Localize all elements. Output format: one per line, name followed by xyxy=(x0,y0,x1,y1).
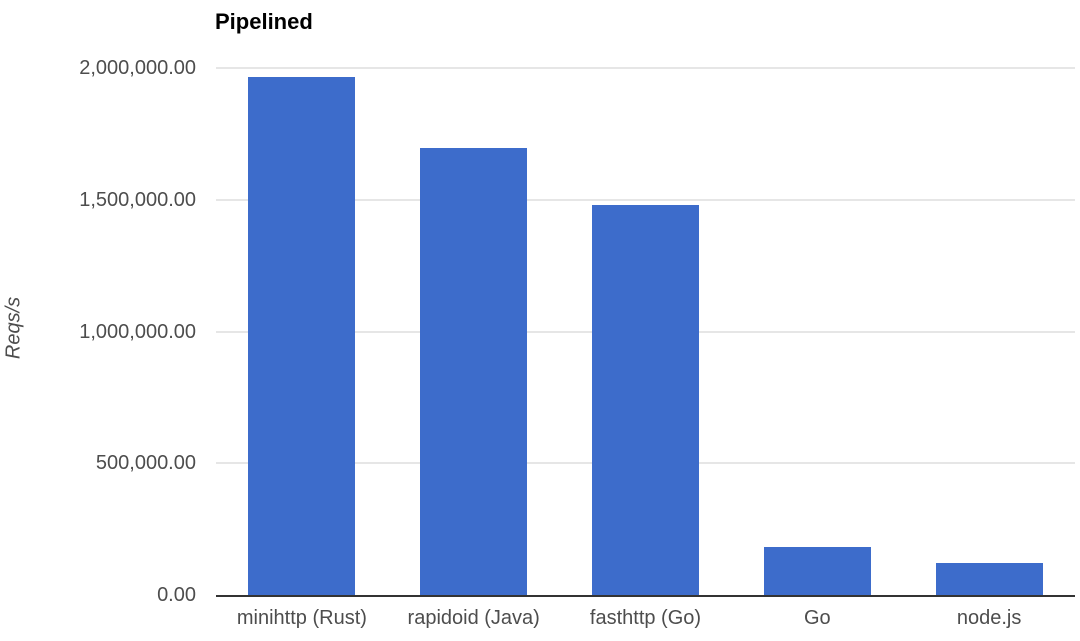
y-tick-label: 0.00 xyxy=(157,584,196,606)
y-tick-label: 500,000.00 xyxy=(95,452,196,475)
bar-node-js xyxy=(935,562,1043,595)
bar-rapidoid-java xyxy=(420,148,528,595)
gridline xyxy=(216,67,1075,69)
y-tick-label: 1,500,000.00 xyxy=(79,188,196,211)
x-category-label-rapidoid-java: rapidoid (Java) xyxy=(407,607,540,629)
plot-area xyxy=(216,67,1075,597)
bar-fasthttp-go xyxy=(592,205,699,595)
bar-go xyxy=(763,546,871,595)
y-tick-label: 2,000,000.00 xyxy=(79,57,196,79)
x-category-label-fasthttp-go: fasthttp (Go) xyxy=(589,607,702,629)
y-tick-label: 1,000,000.00 xyxy=(79,320,196,343)
bar-minihttp-rust xyxy=(248,76,356,595)
gridline xyxy=(216,198,1075,201)
chart-title: Pipelined xyxy=(215,9,313,34)
x-category-label-minihttp-rust: minihttp (Rust) xyxy=(236,607,367,629)
x-category-label-node-js: node.js xyxy=(956,607,1022,629)
x-axis-line xyxy=(216,595,1075,597)
x-category-label-go: Go xyxy=(803,607,831,629)
